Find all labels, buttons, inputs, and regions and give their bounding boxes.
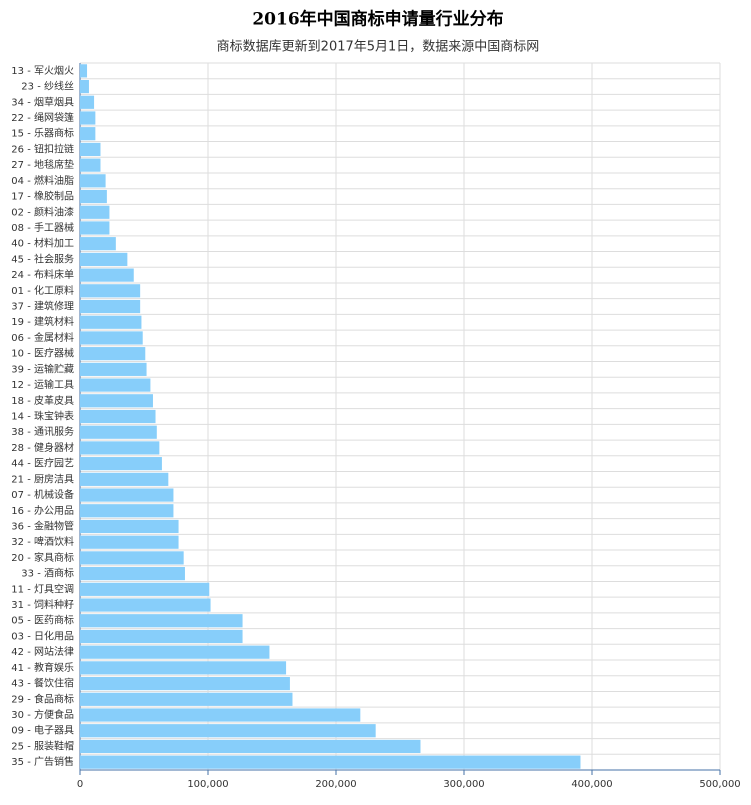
y-tick-label: 12 - 运输工具 (11, 378, 74, 391)
y-tick-label: 32 - 啤酒饮料 (11, 535, 74, 548)
y-tick-label: 37 - 建筑修理 (11, 300, 74, 313)
y-tick-label: 21 - 厨房洁具 (11, 472, 74, 485)
y-tick-label: 11 - 灯具空调 (11, 582, 74, 595)
y-tick-label: 29 - 食品商标 (11, 692, 74, 705)
y-tick-label: 28 - 健身器材 (11, 441, 74, 454)
bar (80, 284, 141, 298)
y-tick-label: 34 - 烟草烟具 (11, 95, 74, 108)
y-tick-label: 08 - 手工器械 (11, 221, 74, 234)
chart-title: 2016年中国商标申请量行业分布 (252, 9, 503, 30)
bar (80, 645, 270, 659)
y-tick-label: 36 - 金融物管 (11, 519, 74, 532)
bar (80, 472, 169, 486)
y-tick-label: 35 - 广告销售 (11, 755, 74, 768)
bar (80, 739, 421, 754)
bar (80, 676, 290, 691)
y-tick-label: 18 - 皮革皮具 (11, 394, 74, 407)
y-tick-label: 25 - 服装鞋帽 (11, 739, 74, 752)
y-tick-label: 41 - 教育娱乐 (11, 661, 74, 674)
bar (80, 582, 210, 596)
bar (80, 629, 243, 644)
x-tick-label: 200,000 (315, 779, 356, 790)
y-tick-label: 15 - 乐器商标 (11, 127, 74, 140)
y-tick-label: 04 - 燃料油脂 (11, 174, 74, 187)
y-tick-label: 02 - 颜料油漆 (11, 205, 74, 218)
bar (80, 567, 185, 581)
bar (80, 755, 581, 769)
y-tick-label: 19 - 建筑材料 (11, 315, 74, 328)
bar (80, 237, 116, 251)
bar (80, 378, 151, 392)
bar (80, 268, 134, 282)
y-tick-label: 01 - 化工原料 (11, 284, 74, 297)
x-tick-label: 400,000 (571, 779, 612, 790)
bar (80, 535, 179, 549)
y-tick-label: 33 - 酒商标 (21, 567, 74, 580)
bar (80, 394, 153, 408)
x-tick-label: 500,000 (699, 779, 740, 790)
bar (80, 692, 293, 706)
y-tick-label: 07 - 机械设备 (11, 488, 74, 501)
y-tick-label: 03 - 日化用品 (11, 629, 74, 642)
x-tick-label: 100,000 (187, 779, 228, 790)
bar (80, 519, 179, 534)
y-tick-label: 40 - 材料加工 (11, 237, 74, 250)
bar (80, 95, 95, 109)
y-tick-label: 38 - 通讯服务 (11, 425, 74, 438)
bar (80, 315, 142, 329)
bar (80, 614, 243, 628)
y-tick-label: 30 - 方便食品 (11, 708, 74, 721)
y-tick-label: 06 - 金属材料 (11, 331, 74, 344)
bar (80, 174, 106, 188)
x-tick-label: 0 (77, 779, 83, 790)
y-tick-label: 45 - 社会服务 (11, 252, 74, 265)
bar (80, 299, 141, 314)
bar (80, 441, 160, 455)
chart-subtitle: 商标数据库更新到2017年5月1日，数据来源中国商标网 (217, 39, 540, 55)
y-tick-label: 43 - 餐饮住宿 (11, 677, 74, 690)
bar (80, 362, 147, 376)
bar (80, 425, 157, 439)
bar (80, 551, 184, 565)
y-tick-label: 27 - 地毯席垫 (11, 158, 74, 171)
y-tick-label: 16 - 办公用品 (11, 504, 74, 517)
y-tick-label: 22 - 绳网袋篷 (11, 111, 74, 124)
bar (80, 221, 110, 235)
bar (80, 158, 101, 172)
bar (80, 111, 96, 125)
bar (80, 488, 174, 502)
y-tick-label: 05 - 医药商标 (11, 614, 74, 627)
bar (80, 347, 146, 361)
bar (80, 79, 89, 94)
bar (80, 457, 162, 471)
bar (80, 504, 174, 518)
y-tick-label: 44 - 医疗园艺 (11, 457, 74, 470)
bar (80, 205, 110, 219)
y-tick-label: 13 - 军火烟火 (11, 64, 74, 77)
bar (80, 64, 88, 78)
bar (80, 708, 361, 722)
y-tick-label: 26 - 钮扣拉链 (11, 142, 74, 155)
bar (80, 189, 107, 204)
bar (80, 127, 96, 141)
y-tick-label: 14 - 珠宝钟表 (11, 410, 74, 423)
bar (80, 142, 101, 157)
y-tick-label: 42 - 网站法律 (11, 645, 74, 658)
bar (80, 724, 376, 738)
y-tick-label: 09 - 电子器具 (11, 724, 74, 737)
y-tick-label: 17 - 橡胶制品 (11, 190, 74, 203)
y-tick-label: 20 - 家具商标 (11, 551, 74, 564)
x-tick-label: 300,000 (443, 779, 484, 790)
bar (80, 661, 287, 675)
y-tick-label: 23 - 纱线丝 (21, 80, 74, 93)
y-tick-label: 39 - 运输贮藏 (11, 362, 74, 375)
bar (80, 409, 156, 424)
bar (80, 598, 211, 612)
y-tick-label: 10 - 医疗器械 (11, 347, 74, 360)
bar (80, 252, 128, 266)
y-tick-label: 31 - 饲料种籽 (11, 598, 74, 611)
y-tick-label: 24 - 布料床单 (11, 268, 74, 281)
bar (80, 331, 143, 345)
